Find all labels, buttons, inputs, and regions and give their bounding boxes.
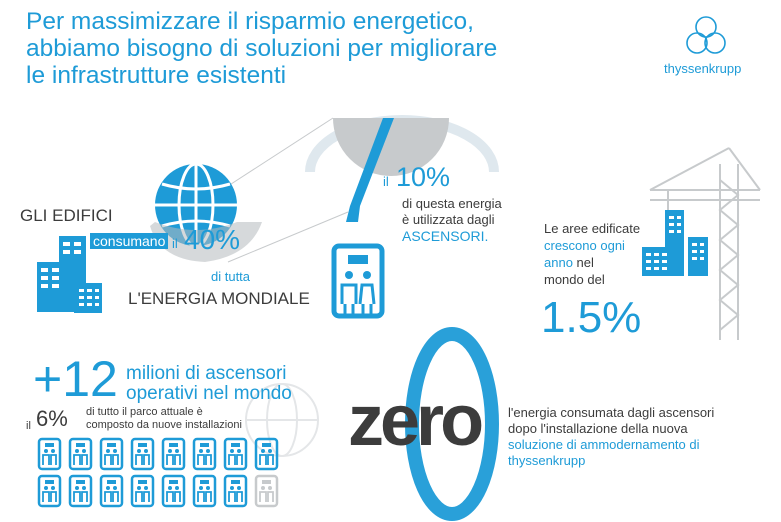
zero-graphic [405,327,499,521]
crane-icon [649,147,761,340]
zero-line-3: soluzione di ammodernamento di [508,437,700,452]
elevators-note-2: composto da nuove installazioni [86,419,242,431]
elevator-grid-icon [99,474,124,508]
thyssenkrupp-logo-icon [686,16,726,54]
elevator-grid-icon [68,437,93,471]
growth-value: 1.5% [541,293,642,342]
buildings-percent: 40% [184,224,241,255]
buildings-sub-1: di tutta [211,269,251,284]
elevators-percent: 6% [36,406,68,431]
elevators-number: +12 [33,351,118,407]
elevator-grid-icon [130,474,155,508]
elevator-grid-icon [254,474,279,508]
elevator-grid-icon [37,474,62,508]
zero-word: zero [348,381,484,461]
watermark-globe-icon [245,383,319,457]
headline: Per massimizzare il risparmio energetico… [26,8,586,89]
growth-line-4: mondo del [544,272,605,287]
buildings-icon [37,236,102,313]
elevator-grid-icon [223,474,248,508]
elevator-icon-grid [37,437,287,509]
elevator-grid-icon [223,437,248,471]
share-percent: 10% [396,162,451,192]
elevator-grid-icon [68,474,93,508]
share-line-2: è utilizzata dagli [402,212,495,227]
share-line-1: di questa energia [402,196,502,211]
share-il: il [383,174,389,189]
elevator-grid-icon [161,474,186,508]
buildings-il: il [172,236,178,251]
energy-share-semicircle [333,118,449,176]
zero-line-4: thyssenkrupp [508,453,586,468]
elevator-icon [331,243,385,319]
elevators-line-1: milioni di ascensori [126,363,287,384]
elevators-line-2: operativi nel mondo [126,383,292,404]
zero-line-2: dopo l'installazione della nuova [508,421,688,436]
buildings-sub-2: L'ENERGIA MONDIALE [128,289,310,308]
elevators-note-1: di tutto il parco attuale è [86,406,203,418]
elevator-grid-icon [192,437,217,471]
elevator-grid-icon [37,437,62,471]
zero-line-1: l'energia consumata dagli ascensori [508,405,715,420]
elevator-grid-icon [161,437,186,471]
elevator-grid-icon [192,474,217,508]
elevators-il: il [26,420,31,432]
growth-line-2: crescono ogni [544,238,625,253]
brand-name: thyssenkrupp [664,61,742,76]
share-wedge [350,118,394,206]
share-line-3: ASCENSORI. [402,228,489,244]
buildings-label: GLI EDIFICI [20,206,113,225]
elevator-grid-icon [130,437,155,471]
consume-verb: consumano [90,233,169,249]
headline-line-2: abbiamo bisogno di soluzioni per miglior… [26,35,498,62]
growth-line-3: anno nel [544,255,594,270]
headline-line-1: Per massimizzare il risparmio energetico… [26,8,474,35]
construction-buildings-icon [642,210,708,276]
growth-line-1: Le aree edificate [544,221,641,236]
headline-line-3: le infrastrutture esistenti [26,62,287,89]
elevator-grid-icon [254,437,279,471]
elevator-grid-icon [99,437,124,471]
